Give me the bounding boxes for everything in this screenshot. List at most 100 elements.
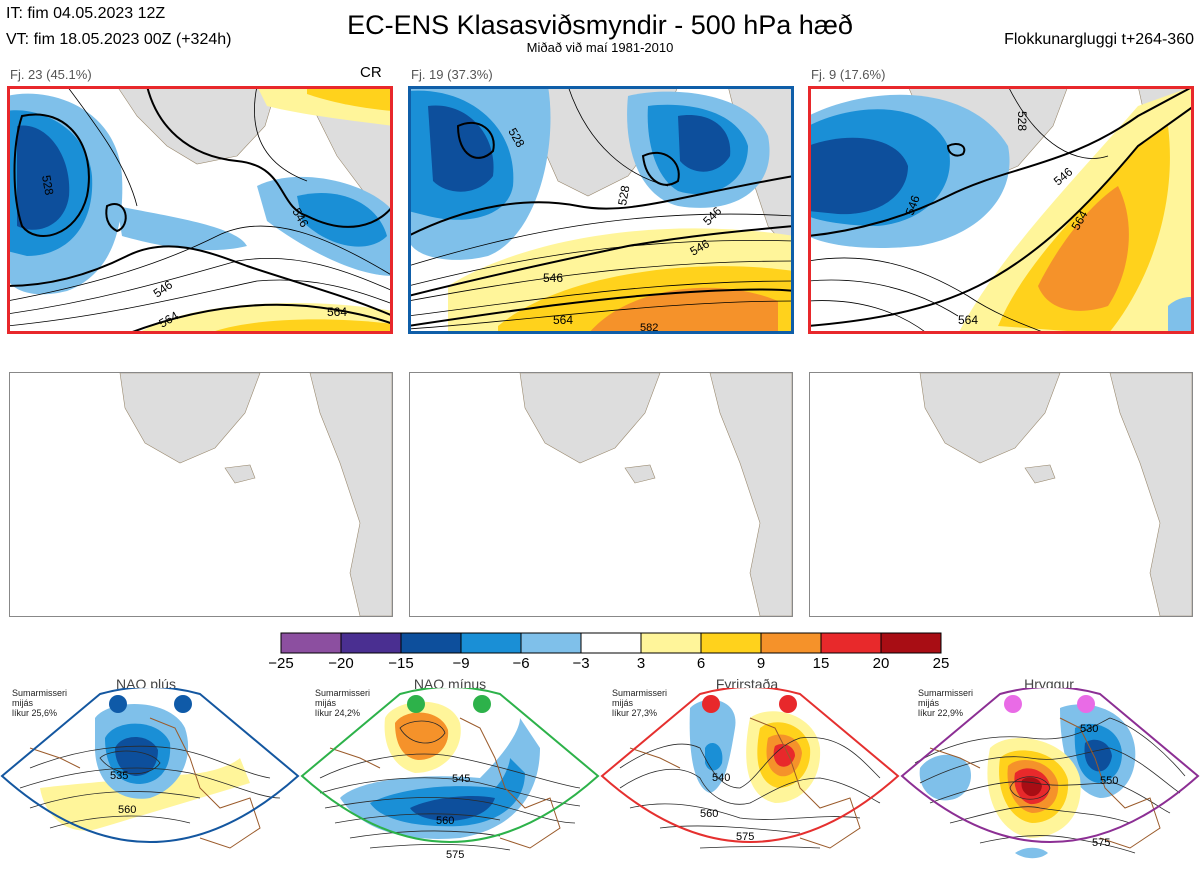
cluster-1-contour-0: 528 <box>39 174 56 196</box>
regime-3-line2: mijás <box>612 698 634 708</box>
regime-3-line3: líkur 27,3% <box>612 708 658 718</box>
thick-contours <box>808 86 1194 327</box>
cluster-3-contour-1: 546 <box>903 193 923 217</box>
chart-subtitle: Miðað við maí 1981-2010 <box>526 40 674 55</box>
regime-1-dot-left <box>109 695 127 713</box>
anom-neg-6 <box>678 115 731 172</box>
regime-4-contour-1: 550 <box>1100 775 1118 787</box>
thin-contours <box>408 86 794 330</box>
thick-contours <box>7 86 393 334</box>
regime-3-info: Sumarmisseri mijás líkur 27,3% <box>612 688 667 718</box>
colorbar-tick-9: 9 <box>756 655 766 672</box>
colorbar-tick-7: 3 <box>636 655 646 672</box>
colorbar-tick-12: 25 <box>932 655 950 672</box>
colorbar-tick-11: 20 <box>872 655 890 672</box>
colorbar-cell-7 <box>640 632 702 654</box>
regime-3-contour-1: 560 <box>700 808 718 820</box>
anom-pos-3 <box>1038 186 1129 311</box>
anom-pos-3 <box>588 287 778 334</box>
regime-2-dot-left <box>407 695 425 713</box>
regime-1-frame <box>0 688 300 843</box>
anom-neg-5 <box>297 192 387 247</box>
anom-neg-3 <box>808 137 908 215</box>
colorbar-cell-10 <box>820 632 882 654</box>
cluster-map-3: 528 546 546 564 564 <box>808 86 1194 334</box>
colorbar-tick-1: −25 <box>268 655 294 672</box>
cluster-1-frame <box>7 86 393 334</box>
cluster-3-frame <box>808 86 1194 334</box>
cluster-3-label: Fj. 9 (17.6%) <box>811 67 886 82</box>
regime-4-info: Sumarmisseri mijás líkur 22,9% <box>918 688 973 718</box>
cluster-map-1: 546 528 546 564 564 <box>7 86 393 334</box>
anom-pos-2 <box>307 86 393 111</box>
regime-1-contour-0: 535 <box>110 770 128 782</box>
cluster-2-contour-2: 528 <box>615 184 632 206</box>
colorbar-cell-4 <box>460 632 522 654</box>
colorbar-cell-5 <box>520 632 582 654</box>
cluster-1-tag: CR <box>360 64 382 81</box>
cluster-1-label: Fj. 23 (45.1%) <box>10 67 92 82</box>
regime-3-frame <box>600 688 900 843</box>
regime-4-contour-2: 575 <box>1092 837 1110 849</box>
regime-2-info: Sumarmisseri mijás líkur 24,2% <box>315 688 370 718</box>
colorbar <box>280 632 942 654</box>
regime-4-frame <box>900 688 1200 843</box>
classification-window: Flokkunargluggi t+264-360 <box>1004 31 1194 48</box>
colorbar-tick-3: −15 <box>388 655 414 672</box>
regime-3-contour-2: 575 <box>736 831 754 843</box>
cluster-3-contour-0: 528 <box>1015 111 1029 131</box>
regime-1-dot-right <box>174 695 192 713</box>
thick-contours <box>408 121 794 327</box>
regime-map-nao-plus: 535 560 <box>0 688 300 849</box>
regime-2-line3: líkur 24,2% <box>315 708 361 718</box>
anom-neg-6 <box>117 206 247 251</box>
regime-map-hryggur: 530 550 575 <box>900 688 1200 859</box>
regime-4-line2: mijás <box>918 698 940 708</box>
thin-contours <box>7 86 393 327</box>
anom-neg-4 <box>1168 296 1194 334</box>
regime-3-contour-0: 540 <box>712 772 730 784</box>
regime-1-line1: Sumarmisseri <box>12 688 68 698</box>
regime-4-line3: líkur 22,9% <box>918 708 964 718</box>
regime-1-line3: líkur 25,6% <box>12 708 58 718</box>
initial-time: IT: fim 04.05.2023 12Z <box>6 5 166 22</box>
cluster-2-contour-4: 564 <box>553 313 573 327</box>
regime-2-contour-1: 560 <box>436 815 454 827</box>
regime-3-dot-left <box>702 695 720 713</box>
regime-2-line2: mijás <box>315 698 337 708</box>
regime-3-line1: Sumarmisseri <box>612 688 668 698</box>
regime-2-contour-0: 545 <box>452 773 470 785</box>
chart-title: EC-ENS Klasasviðsmyndir - 500 hPa hæð <box>347 10 853 40</box>
cluster-1-contour-4: 564 <box>327 305 347 319</box>
regime-2-frame <box>300 688 600 843</box>
cluster-2-frame <box>408 86 794 334</box>
cluster-3-contour-4: 564 <box>958 313 978 327</box>
regime-map-fyrirstada: 540 560 575 <box>600 688 900 849</box>
colorbar-cell-3 <box>400 632 462 654</box>
regime-map-nao-minus: 545 560 575 <box>300 688 600 861</box>
anom-pos-4 <box>207 319 393 334</box>
colorbar-tick-2: −20 <box>328 655 354 672</box>
regime-1-info: Sumarmisseri mijás líkur 25,6% <box>12 688 67 718</box>
regime-2-line1: Sumarmisseri <box>315 688 371 698</box>
colorbar-cell-11 <box>880 632 942 654</box>
anom-neg-3 <box>428 105 494 192</box>
anom-neg-3 <box>17 125 70 230</box>
colorbar-tick-6: −3 <box>572 655 590 672</box>
colorbar-cell-8 <box>700 632 762 654</box>
colorbar-tick-4: −9 <box>452 655 470 672</box>
regime-4-contour-0: 530 <box>1080 723 1098 735</box>
regime-1-line2: mijás <box>12 698 34 708</box>
regime-4-dot-left <box>1004 695 1022 713</box>
empty-map-2 <box>409 372 793 617</box>
colorbar-tick-8: 6 <box>696 655 706 672</box>
colorbar-cell-6 <box>580 632 642 654</box>
valid-time: VT: fim 18.05.2023 00Z (+324h) <box>6 31 232 48</box>
cluster-2-contour-0: 546 <box>543 271 563 285</box>
regime-4-line1: Sumarmisseri <box>918 688 974 698</box>
cluster-2-label: Fj. 19 (37.3%) <box>411 67 493 82</box>
cluster-map-2: 546 528 528 546 564 546 582 <box>408 86 794 334</box>
empty-map-3 <box>809 372 1193 617</box>
colorbar-tick-5: −6 <box>512 655 530 672</box>
empty-map-1 <box>9 372 393 617</box>
